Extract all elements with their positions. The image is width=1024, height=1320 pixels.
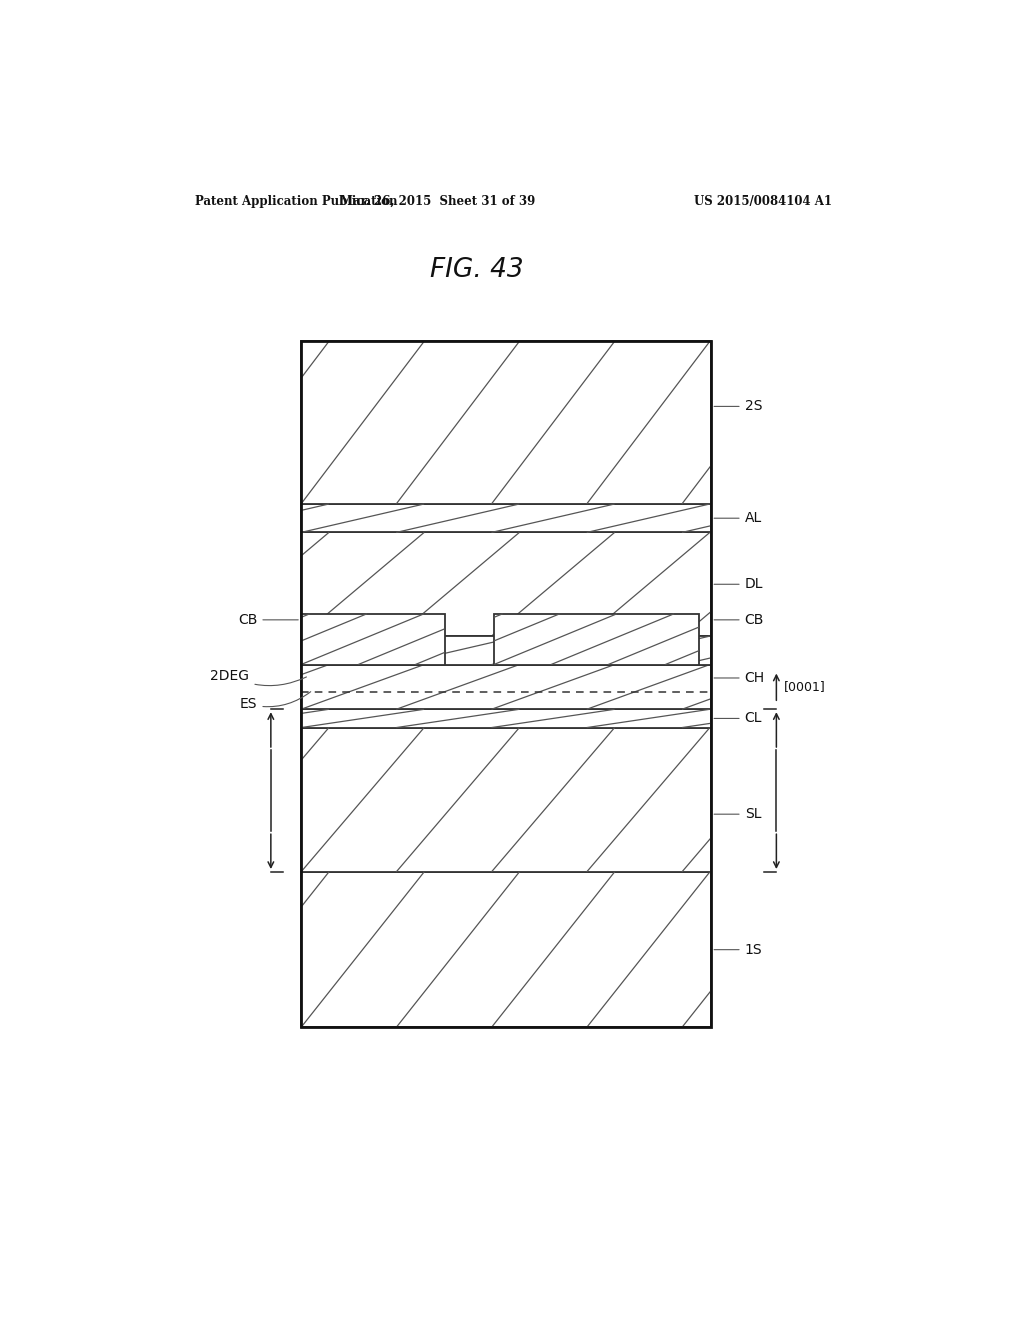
Text: 1S: 1S — [714, 942, 762, 957]
Text: CB: CB — [238, 612, 298, 627]
Bar — [301, 727, 712, 873]
Text: AL: AL — [714, 511, 762, 525]
Bar — [301, 342, 712, 1027]
Bar — [301, 636, 712, 664]
Text: Patent Application Publication: Patent Application Publication — [196, 194, 398, 207]
Bar — [301, 664, 712, 709]
Text: [0001]: [0001] — [784, 680, 826, 693]
Bar — [301, 614, 444, 664]
Bar — [494, 614, 699, 664]
Bar — [301, 873, 712, 1027]
Bar — [301, 504, 712, 532]
Text: US 2015/0084104 A1: US 2015/0084104 A1 — [694, 194, 831, 207]
Text: ES: ES — [240, 692, 310, 711]
Text: DL: DL — [714, 577, 763, 591]
Bar — [301, 532, 712, 636]
Text: CL: CL — [714, 711, 762, 726]
Text: CH: CH — [714, 671, 765, 685]
Text: Mar. 26, 2015  Sheet 31 of 39: Mar. 26, 2015 Sheet 31 of 39 — [340, 194, 536, 207]
Bar — [301, 342, 712, 504]
Bar — [301, 709, 712, 727]
Text: 2S: 2S — [714, 400, 762, 413]
Text: 2DEG: 2DEG — [210, 669, 306, 685]
Text: FIG. 43: FIG. 43 — [430, 257, 524, 284]
Text: CB: CB — [714, 612, 764, 627]
Text: SL: SL — [714, 808, 761, 821]
